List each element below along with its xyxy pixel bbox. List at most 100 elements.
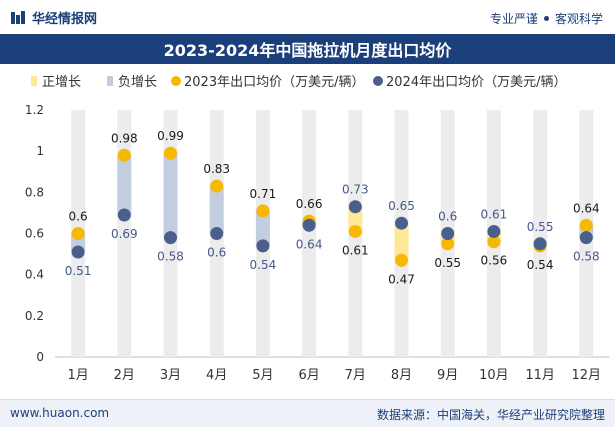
label-2024-4: 0.54 xyxy=(250,258,277,272)
point-2024-9 xyxy=(487,224,501,238)
x-tick-label-1: 2月 xyxy=(114,368,135,383)
plot-area: 1月 2月 3月 4月 5月 6月 7月 8月 9月 10月 11月 12月 0.6 0.51 0.98 0.… xyxy=(55,110,610,383)
title-bar: 2023-2024年中国拖拉机月度出口均价 xyxy=(0,34,615,64)
column-bg-5 xyxy=(302,110,317,357)
label-2024-9: 0.61 xyxy=(481,207,508,221)
chart-title: 2023-2024年中国拖拉机月度出口均价 xyxy=(163,41,452,60)
growth-bar-1 xyxy=(117,155,132,215)
legend-label-2: 2023年出口均价（万美元/辆） xyxy=(184,75,364,90)
point-2024-7 xyxy=(395,216,408,230)
y-tick-label-5: 1 xyxy=(36,144,44,158)
y-tick-label-4: 0.8 xyxy=(25,185,44,199)
x-tick-label-5: 6月 xyxy=(298,368,319,383)
growth-bar-3 xyxy=(209,186,224,234)
point-2024-1 xyxy=(117,208,131,222)
label-2024-5: 0.64 xyxy=(296,237,323,251)
growth-bar-2 xyxy=(163,153,178,238)
x-tick-label-0: 1月 xyxy=(67,368,88,383)
label-2023-9: 0.56 xyxy=(481,254,508,268)
x-tick-label-6: 7月 xyxy=(345,368,366,383)
x-tick-label-8: 9月 xyxy=(437,368,458,383)
point-2024-0 xyxy=(71,245,85,259)
brand: 华经情报网 xyxy=(10,8,97,27)
growth-bar-7 xyxy=(394,223,409,261)
x-tick-label-9: 10月 xyxy=(479,368,509,383)
y-tick-label-3: 0.6 xyxy=(25,227,44,241)
y-tick-label-6: 1.2 xyxy=(25,103,44,117)
slogan-dot-icon xyxy=(543,16,549,21)
point-2024-4 xyxy=(256,239,270,253)
x-tick-label-7: 8月 xyxy=(391,368,412,383)
legend-marker-s24 xyxy=(373,76,383,86)
point-2023-4 xyxy=(256,204,270,218)
label-2024-1: 0.69 xyxy=(111,227,138,241)
point-2023-1 xyxy=(117,148,131,162)
point-2023-6 xyxy=(348,224,362,238)
legend-label-0: 正增长 xyxy=(42,75,81,90)
x-tick-label-3: 4月 xyxy=(206,368,227,383)
label-2023-0: 0.6 xyxy=(69,210,88,224)
legend: 正增长 负增长 2023年出口均价（万美元/辆） 2024年出口均价（万美元/辆） xyxy=(31,75,566,90)
point-2024-11 xyxy=(579,231,593,245)
label-2023-11: 0.64 xyxy=(573,201,600,215)
label-2024-10: 0.55 xyxy=(527,220,554,234)
y-tick-label-0: 0 xyxy=(36,350,44,364)
point-2024-10 xyxy=(533,237,547,251)
label-2023-3: 0.83 xyxy=(203,162,230,176)
slogan-left: 专业严谨 xyxy=(489,12,538,26)
growth-bar-6 xyxy=(348,206,363,232)
legend-swatch-positive xyxy=(31,76,37,86)
legend-item-3: 2024年出口均价（万美元/辆） xyxy=(373,75,566,90)
y-tick-label-2: 0.4 xyxy=(25,268,44,282)
label-2024-6: 0.73 xyxy=(342,183,369,197)
legend-label-3: 2024年出口均价（万美元/辆） xyxy=(386,75,566,90)
x-tick-label-2: 3月 xyxy=(160,368,181,383)
point-2023-9 xyxy=(487,235,501,249)
legend-swatch-negative xyxy=(107,76,113,86)
label-2023-2: 0.99 xyxy=(157,129,184,143)
legend-label-1: 负增长 xyxy=(118,75,157,90)
y-tick-label-1: 0.2 xyxy=(25,309,44,323)
legend-item-2: 2023年出口均价（万美元/辆） xyxy=(171,75,364,90)
point-2024-5 xyxy=(302,218,316,232)
label-2023-8: 0.55 xyxy=(434,256,461,270)
label-2024-7: 0.65 xyxy=(388,199,415,213)
footer-bar: www.huaon.com 数据来源：中国海关，华经产业研究院整理 xyxy=(0,399,615,427)
label-2024-11: 0.58 xyxy=(573,250,600,264)
legend-item-1: 负增长 xyxy=(107,75,157,90)
label-2023-10: 0.54 xyxy=(527,258,554,272)
point-2024-3 xyxy=(210,227,224,240)
point-2024-8 xyxy=(441,227,455,240)
point-2023-7 xyxy=(395,253,408,267)
label-2024-8: 0.6 xyxy=(438,210,457,224)
point-2024-2 xyxy=(164,231,177,245)
point-2024-6 xyxy=(348,200,362,214)
slogan: 专业严谨 客观科学 xyxy=(490,10,603,27)
data-source: 数据来源：中国海关，华经产业研究院整理 xyxy=(376,408,605,422)
label-2023-1: 0.98 xyxy=(111,131,138,145)
x-tick-label-4: 5月 xyxy=(252,368,273,383)
chart-svg: 正增长 负增长 2023年出口均价（万美元/辆） 2024年出口均价（万美元/辆） 0… xyxy=(25,75,610,383)
column-bg-10 xyxy=(533,110,548,357)
label-2023-6: 0.61 xyxy=(342,243,369,257)
label-2024-3: 0.6 xyxy=(207,246,226,260)
label-2023-7: 0.47 xyxy=(388,272,415,286)
label-2023-4: 0.71 xyxy=(250,187,277,201)
brand-name: 华经情报网 xyxy=(32,12,98,27)
x-tick-label-11: 12月 xyxy=(572,368,602,383)
legend-item-0: 正增长 xyxy=(31,75,81,90)
growth-bar-4 xyxy=(255,210,270,246)
website: www.huaon.com xyxy=(10,406,110,420)
brand-logo-icon xyxy=(11,10,25,24)
label-2024-2: 0.58 xyxy=(157,250,184,264)
point-2023-2 xyxy=(164,146,177,160)
y-axis: 0 0.2 0.4 0.6 0.8 1 1.2 xyxy=(25,103,44,364)
slogan-right: 客观科学 xyxy=(554,12,603,26)
label-2024-0: 0.51 xyxy=(65,264,92,278)
legend-marker-s23 xyxy=(171,76,181,86)
point-2023-11 xyxy=(579,218,593,232)
point-2023-0 xyxy=(71,227,85,240)
point-2023-8 xyxy=(441,237,455,251)
point-2023-3 xyxy=(210,179,224,193)
